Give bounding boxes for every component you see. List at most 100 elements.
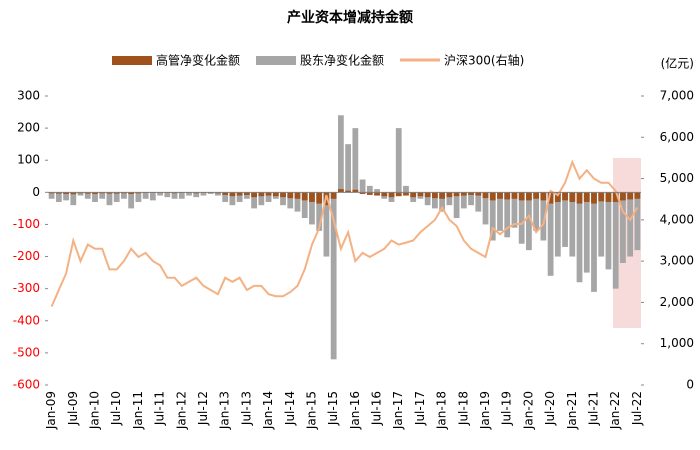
bar (627, 192, 634, 257)
y-tick-label: 300 (17, 89, 40, 103)
bar (222, 192, 229, 202)
bar (453, 192, 460, 197)
bar (352, 128, 359, 193)
x-tick-label: Jul-19 (500, 391, 514, 426)
x-tick-label: Jan-10 (88, 391, 102, 430)
bar (554, 192, 561, 202)
bar (598, 192, 605, 257)
bar (265, 192, 272, 202)
bar (135, 192, 142, 202)
bar (272, 192, 279, 197)
bar (142, 192, 149, 199)
x-tick-label: Jan-15 (304, 391, 318, 430)
bar (128, 192, 135, 194)
bar (70, 192, 77, 195)
y-tick-label: -600 (13, 378, 40, 392)
x-tick-label: Jul-13 (239, 391, 253, 426)
x-tick-label: Jan-12 (174, 391, 188, 430)
bar (576, 192, 583, 283)
legend-swatch (256, 56, 297, 65)
bar (554, 192, 561, 257)
bar (605, 192, 612, 270)
bar (511, 192, 518, 228)
bar (301, 192, 308, 219)
bar (381, 192, 388, 197)
bar (424, 192, 431, 206)
bar (157, 192, 163, 196)
bar (106, 192, 113, 206)
y-tick-label: 0 (32, 185, 40, 199)
bar (359, 179, 366, 193)
legend-label: 沪深300(右轴) (444, 53, 524, 68)
y-tick-label: -300 (13, 281, 40, 295)
bar (634, 192, 641, 251)
bar (164, 192, 171, 198)
bar (251, 192, 257, 198)
bar (468, 192, 474, 195)
bar (489, 192, 496, 241)
bar (511, 192, 518, 199)
bar (200, 192, 207, 196)
bar (55, 192, 62, 202)
x-tick-label: Jan-19 (478, 391, 492, 430)
bar (193, 192, 200, 198)
x-tick-label: Jan-22 (608, 391, 622, 430)
x-tick-label: Jan-16 (348, 391, 362, 430)
y-tick-label: -100 (13, 217, 40, 231)
x-tick-label: Jan-11 (131, 391, 145, 430)
bar (504, 192, 511, 238)
bar (236, 192, 243, 196)
y-tick-label: 100 (17, 153, 40, 167)
x-tick-label: Jan-14 (261, 391, 275, 430)
bar (620, 192, 626, 201)
x-tick-label: Jan-20 (521, 391, 535, 430)
bar (583, 192, 590, 202)
bar (395, 128, 402, 193)
bar (460, 192, 467, 209)
bar (345, 144, 352, 193)
bar (258, 192, 265, 206)
bar (432, 192, 438, 199)
bar (489, 192, 496, 201)
bar (243, 192, 250, 199)
bar (533, 192, 540, 199)
bar (178, 192, 185, 199)
bar (475, 192, 482, 196)
bar (352, 189, 359, 193)
y2-axis-label: (亿元) (661, 56, 694, 71)
bar (294, 192, 301, 212)
bar (92, 192, 98, 202)
bar (316, 192, 323, 231)
bar (70, 192, 77, 206)
bar (504, 192, 511, 200)
bar (569, 192, 576, 257)
bar (497, 192, 503, 231)
bar (309, 192, 315, 202)
y-tick-label: -200 (13, 249, 40, 263)
x-tick-label: Jul-11 (153, 391, 167, 426)
x-tick-label: Jul-09 (66, 391, 80, 426)
bar (229, 192, 236, 206)
bar (84, 192, 91, 194)
bar (77, 192, 84, 196)
bar (229, 192, 236, 197)
y2-tick-label: 0 (686, 378, 694, 392)
bar (113, 192, 120, 202)
bar (403, 185, 409, 193)
bar (583, 192, 590, 273)
bar (598, 192, 605, 202)
y2-tick-label: 1,000 (660, 336, 694, 350)
bar (63, 192, 69, 201)
bar (432, 192, 438, 209)
x-tick-label: Jul-10 (109, 391, 123, 426)
bar (374, 189, 380, 193)
bar (591, 192, 597, 204)
bar (403, 192, 409, 196)
y-tick-label: -500 (13, 345, 40, 359)
x-tick-label: Jul-20 (543, 391, 557, 426)
bar (518, 192, 525, 201)
bar (424, 192, 431, 198)
bar (540, 192, 547, 201)
bar (482, 192, 489, 199)
bar (48, 192, 55, 199)
